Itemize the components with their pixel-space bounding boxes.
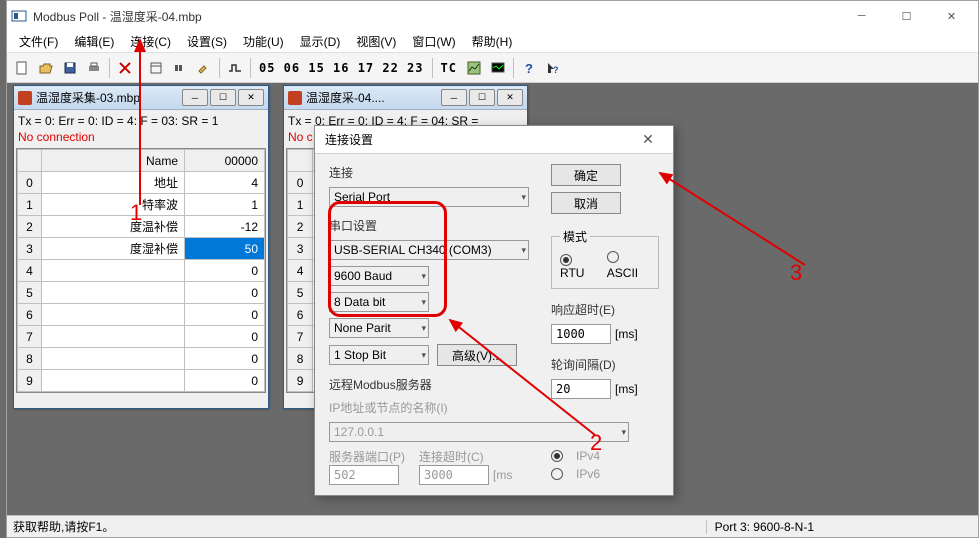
status-help-text: 获取帮助,请按F1。: [13, 518, 706, 535]
ipv6-radio[interactable]: [551, 468, 563, 480]
print-icon[interactable]: [83, 57, 105, 79]
conn-timeout-label: 连接超时(C): [419, 448, 512, 465]
menu-window[interactable]: 窗口(W): [404, 31, 463, 52]
svg-text:?: ?: [553, 65, 559, 75]
svg-text:?: ?: [525, 61, 533, 75]
advanced-button[interactable]: 高级(V)...: [437, 344, 517, 366]
status-port-text: Port 3: 9600-8-N-1: [706, 520, 822, 534]
help-icon[interactable]: ?: [518, 57, 540, 79]
response-timeout-label: 响应超时(E): [551, 301, 659, 318]
menu-file[interactable]: 文件(F): [11, 31, 66, 52]
serial-settings-label: 串口设置: [329, 217, 537, 234]
child-close-button[interactable]: ✕: [238, 89, 264, 106]
open-icon[interactable]: [35, 57, 57, 79]
save-icon[interactable]: [59, 57, 81, 79]
child-close-button[interactable]: ✕: [497, 89, 523, 106]
mdi-area: 温湿度采集-03.mbp ─ ☐ ✕ Tx = 0: Err = 0: ID =…: [7, 83, 978, 515]
no-connection-label: No connection: [16, 130, 266, 148]
readwrite-icon[interactable]: [193, 57, 215, 79]
titlebar: Modbus Poll - 温湿度采-04.mbp ─ ☐ ✕: [7, 1, 978, 31]
databits-combo[interactable]: 8 Data bit▾: [329, 292, 429, 312]
poll-delay-label: 轮询间隔(D): [551, 356, 659, 373]
pulse-icon[interactable]: [224, 57, 246, 79]
child-titlebar[interactable]: 温湿度采-04.... ─ ☐ ✕: [284, 86, 527, 110]
selected-cell[interactable]: 50: [185, 238, 265, 260]
data-grid[interactable]: Name00000 0地址4 1特率波1 2度温补偿-12 3度湿补偿50 40…: [16, 148, 266, 393]
rtu-radio[interactable]: [560, 254, 572, 266]
col-value: 00000: [185, 150, 265, 172]
stat-line: Tx = 0: Err = 0: ID = 4: F = 03: SR = 1: [16, 112, 266, 130]
response-timeout-input[interactable]: 1000: [551, 324, 611, 344]
connection-label: 连接: [329, 164, 537, 181]
window-title: Modbus Poll - 温湿度采-04.mbp: [33, 8, 839, 25]
child-min-button[interactable]: ─: [182, 89, 208, 106]
chart-icon[interactable]: [463, 57, 485, 79]
col-name: Name: [42, 150, 185, 172]
port-combo[interactable]: USB-SERIAL CH340 (COM3)▾: [329, 240, 529, 260]
app-icon: [11, 8, 27, 24]
minimize-button[interactable]: ─: [839, 2, 884, 30]
stopbits-combo[interactable]: 1 Stop Bit▾: [329, 345, 429, 365]
new-icon[interactable]: [11, 57, 33, 79]
menu-display[interactable]: 显示(D): [292, 31, 349, 52]
child-title-text: 温湿度采集-03.mbp: [36, 89, 182, 106]
menu-functions[interactable]: 功能(U): [235, 31, 292, 52]
menu-connect[interactable]: 连接(C): [122, 31, 179, 52]
statusbar: 获取帮助,请按F1。 Port 3: 9600-8-N-1: [7, 515, 978, 537]
child-window-03: 温湿度采集-03.mbp ─ ☐ ✕ Tx = 0: Err = 0: ID =…: [13, 85, 269, 409]
maximize-button[interactable]: ☐: [884, 2, 929, 30]
close-button[interactable]: ✕: [929, 2, 974, 30]
menu-edit[interactable]: 编辑(E): [66, 31, 122, 52]
mode-label: 模式: [560, 228, 590, 245]
parity-combo[interactable]: None Parit▾: [329, 318, 429, 338]
poll-delay-input[interactable]: 20: [551, 379, 611, 399]
cancel-button[interactable]: 取消: [551, 192, 621, 214]
doc-icon: [18, 91, 32, 105]
server-port-label: 服务器端口(P): [329, 448, 405, 465]
dialog-titlebar[interactable]: 连接设置 ✕: [315, 126, 673, 154]
menubar: 文件(F) 编辑(E) 连接(C) 设置(S) 功能(U) 显示(D) 视图(V…: [7, 31, 978, 53]
autofit-icon[interactable]: [169, 57, 191, 79]
child-min-button[interactable]: ─: [441, 89, 467, 106]
doc-icon: [288, 91, 302, 105]
ip-label: IP地址或节点的名称(I): [329, 399, 537, 416]
ip-combo[interactable]: 127.0.0.1▾: [329, 422, 629, 442]
server-port-input[interactable]: 502: [329, 465, 399, 485]
properties-icon[interactable]: [145, 57, 167, 79]
menu-help[interactable]: 帮助(H): [464, 31, 521, 52]
connection-combo[interactable]: Serial Port▾: [329, 187, 529, 207]
toolbar-tc[interactable]: TC: [437, 61, 461, 75]
monitor-icon[interactable]: [487, 57, 509, 79]
child-title-text: 温湿度采-04....: [306, 89, 441, 106]
menu-view[interactable]: 视图(V): [348, 31, 404, 52]
toolbar-function-codes[interactable]: 05 06 15 16 17 22 23: [255, 61, 428, 75]
delete-icon[interactable]: [114, 57, 136, 79]
dialog-close-button[interactable]: ✕: [633, 131, 663, 148]
dialog-title: 连接设置: [325, 131, 633, 148]
main-window: Modbus Poll - 温湿度采-04.mbp ─ ☐ ✕ 文件(F) 编辑…: [6, 0, 979, 538]
ipv4-radio[interactable]: [551, 450, 563, 462]
ok-button[interactable]: 确定: [551, 164, 621, 186]
menu-setup[interactable]: 设置(S): [179, 31, 235, 52]
ascii-radio[interactable]: [607, 251, 619, 263]
connection-dialog: 连接设置 ✕ 连接 Serial Port▾ 串口设置 USB-SERIAL C…: [314, 125, 674, 496]
remote-server-label: 远程Modbus服务器: [329, 376, 537, 393]
child-titlebar[interactable]: 温湿度采集-03.mbp ─ ☐ ✕: [14, 86, 268, 110]
conn-timeout-input[interactable]: 3000: [419, 465, 489, 485]
child-max-button[interactable]: ☐: [469, 89, 495, 106]
toolbar: 05 06 15 16 17 22 23 TC ? ?: [7, 53, 978, 83]
contexthelp-icon[interactable]: ?: [542, 57, 564, 79]
baud-combo[interactable]: 9600 Baud▾: [329, 266, 429, 286]
child-max-button[interactable]: ☐: [210, 89, 236, 106]
